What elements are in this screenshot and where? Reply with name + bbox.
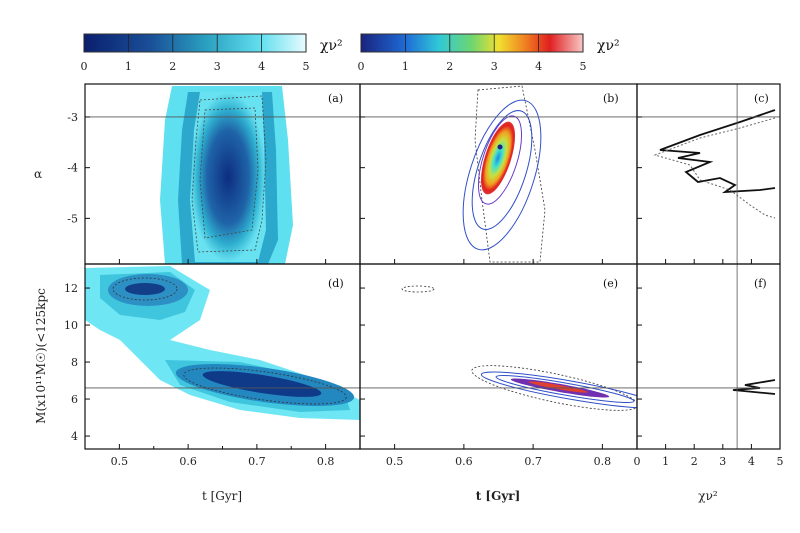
- x-tick-label: 0: [634, 455, 641, 468]
- x-tick-label: 0.6: [179, 455, 197, 468]
- panel-d-heatmap: [85, 266, 360, 420]
- colorbar-tick-label: 3: [214, 60, 221, 73]
- x-tick-label: 4: [748, 455, 755, 468]
- y-tick-label: 6: [71, 393, 78, 406]
- x-tick-label: 0.5: [111, 455, 129, 468]
- panel-frame-2: [636, 83, 781, 265]
- colorbar-right-label: χν²: [597, 38, 620, 54]
- colorbar-right: 0 1 2 3 4 5 χν²: [358, 33, 620, 73]
- colorbar-tick-label: 5: [303, 60, 310, 73]
- x-tick-label: 3: [719, 455, 726, 468]
- y-tick-label: 4: [71, 430, 78, 443]
- colorbar-tick-label: 5: [580, 60, 587, 73]
- panel-b-contours: [462, 85, 546, 263]
- x-tick-label: 5: [777, 455, 784, 468]
- colorbar-left-label: χν²: [320, 38, 343, 54]
- x-tick-label: 0.6: [455, 455, 473, 468]
- y-tick-label: 10: [64, 319, 78, 332]
- panel-tag-e: (e): [603, 277, 618, 290]
- y-tick-label: -5: [67, 212, 78, 225]
- x-tick-label: 0.8: [594, 455, 612, 468]
- x-tick-label: 0.7: [248, 455, 266, 468]
- colorbar-tick-label: 2: [446, 60, 453, 73]
- colorbar-tick-label: 3: [491, 60, 498, 73]
- y-tick-label: -4: [67, 162, 78, 175]
- colorbar-tick-label: 0: [358, 60, 365, 73]
- panel-tag-c: (c): [754, 92, 769, 105]
- colorbar-tick-label: 0: [81, 60, 88, 73]
- x-tick-label: 2: [691, 455, 698, 468]
- panel-tag-b: (b): [603, 92, 619, 105]
- y-tick-label: -3: [67, 111, 78, 124]
- x-tick-label: 0.8: [317, 455, 335, 468]
- x-tick-label: 0.7: [524, 455, 542, 468]
- panel-tag-f: (f): [754, 277, 767, 290]
- colorbar-tick-label: 4: [258, 60, 265, 73]
- colorbar-tick-label: 2: [169, 60, 176, 73]
- y-axis-label-bottom: M(x10¹¹M☉)(<125kpc: [34, 288, 48, 424]
- colorbar-left: 0 1 2 3 4 5 χν²: [81, 33, 343, 73]
- panel-tag-a: (a): [328, 92, 343, 105]
- colorbar-tick-label: 4: [535, 60, 542, 73]
- panel-tag-d: (d): [328, 277, 344, 290]
- x-axis-label-right: χν²: [698, 489, 718, 503]
- y-tick-label: 8: [71, 356, 78, 369]
- x-tick-label: 1: [662, 455, 669, 468]
- panel-a-heatmap: [160, 86, 293, 264]
- panel-f-curve: [732, 379, 776, 395]
- panel-c-curves: [653, 109, 776, 219]
- panel-frame-4: [359, 263, 638, 450]
- x-axis-label-left: t [Gyr]: [202, 489, 242, 503]
- y-axis-label-top: α: [34, 167, 42, 181]
- colorbar-tick-label: 1: [125, 60, 132, 73]
- x-tick-label: 0.5: [386, 455, 404, 468]
- y-tick-label: 12: [64, 282, 78, 295]
- x-axis-label-mid: t [Gyr]: [476, 489, 521, 503]
- colorbar-tick-label: 1: [402, 60, 409, 73]
- panel-frame-5: [636, 263, 781, 450]
- panel-e-contours: [401, 285, 637, 411]
